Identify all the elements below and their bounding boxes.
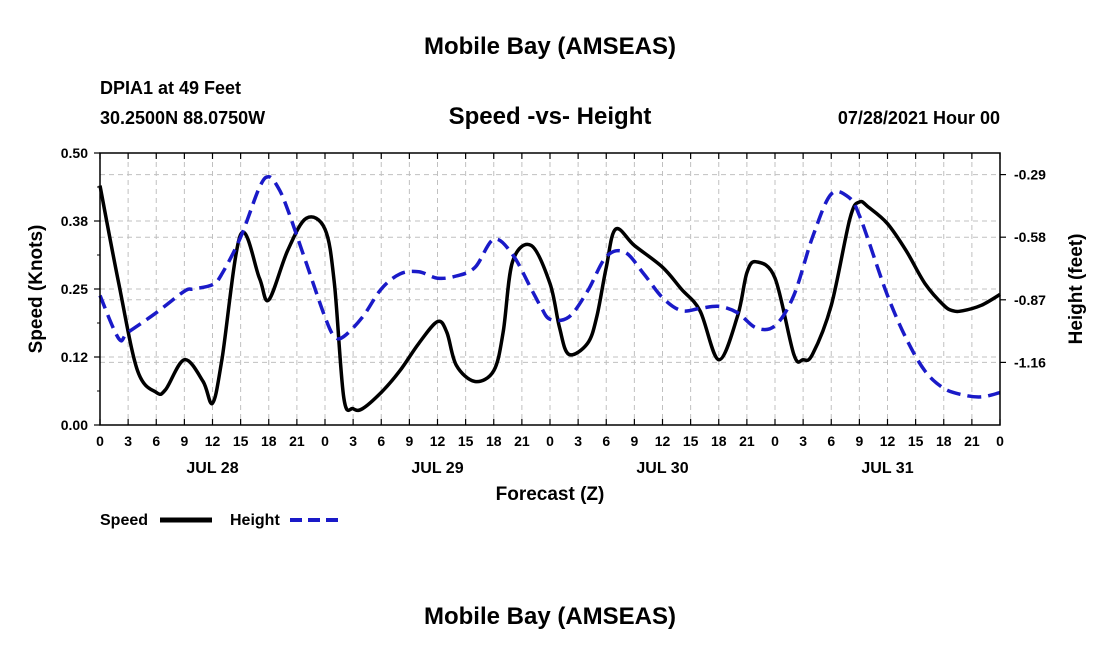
x-tick-label: 18 (711, 433, 727, 449)
x-tick-label: 18 (261, 433, 277, 449)
x-tick-label: 6 (377, 433, 385, 449)
x-tick-label: 15 (458, 433, 474, 449)
x-tick-label: 9 (630, 433, 638, 449)
y-tick-label: 0.12 (61, 349, 88, 365)
x-tick-label: 15 (233, 433, 249, 449)
x-tick-label: 21 (739, 433, 755, 449)
x-tick-label: 12 (655, 433, 671, 449)
y2-axis-label: Height (feet) (1066, 234, 1087, 345)
x-tick-label: 21 (289, 433, 305, 449)
y-axis-label: Speed (Knots) (26, 225, 47, 354)
x-tick-label: 3 (799, 433, 807, 449)
x-axis-label: Forecast (Z) (496, 484, 605, 505)
x-tick-label: 3 (574, 433, 582, 449)
chart-title: Mobile Bay (AMSEAS) (424, 33, 676, 60)
x-tick-label: 6 (152, 433, 160, 449)
x-tick-label: 0 (96, 433, 104, 449)
y-tick-label: 0.38 (61, 213, 88, 229)
chart-subtitle: Speed -vs- Height (449, 103, 652, 130)
day-label: JUL 29 (411, 460, 463, 477)
data-series (98, 174, 1001, 413)
x-tick-label: 18 (486, 433, 502, 449)
footer-title: Mobile Bay (AMSEAS) (424, 603, 676, 630)
x-tick-label: 12 (430, 433, 446, 449)
x-tick-label: 21 (964, 433, 980, 449)
day-label: JUL 31 (861, 460, 913, 477)
x-tick-label: 6 (827, 433, 835, 449)
x-tick-label: 0 (321, 433, 329, 449)
x-tick-label: 0 (996, 433, 1004, 449)
x-tick-label: 9 (405, 433, 413, 449)
day-label: JUL 30 (636, 460, 688, 477)
x-tick-label: 9 (180, 433, 188, 449)
y2-tick-label: -0.58 (1014, 229, 1046, 245)
x-tick-label: 0 (546, 433, 554, 449)
series-line-speed (98, 185, 1001, 413)
axes: 0 3 6 9 12 15 18 21 0 3 6 9 12 15 18 21 0 3 6 9 12 15 18 21 0 3 6 9… (61, 145, 1046, 477)
x-tick-label: 15 (683, 433, 699, 449)
forecast-time-label: 07/28/2021 Hour 00 (838, 108, 1000, 128)
x-tick-label: 12 (880, 433, 896, 449)
grid-lines (100, 153, 1000, 425)
y-tick-label: 0.25 (61, 281, 88, 297)
x-tick-label: 12 (205, 433, 221, 449)
x-tick-label: 0 (771, 433, 779, 449)
legend: Speed Height (100, 512, 342, 529)
legend-height-label: Height (230, 512, 280, 529)
series-line-height (98, 174, 1001, 399)
legend-speed-label: Speed (100, 512, 148, 529)
x-tick-label: 3 (349, 433, 357, 449)
location-label: 30.2500N 88.0750W (100, 108, 265, 128)
y-tick-label: 0.50 (61, 145, 88, 161)
y2-tick-label: -0.87 (1014, 292, 1046, 308)
x-tick-label: 15 (908, 433, 924, 449)
x-tick-label: 3 (124, 433, 132, 449)
y-tick-label: 0.00 (61, 417, 88, 433)
x-tick-label: 6 (602, 433, 610, 449)
station-label: DPIA1 at 49 Feet (100, 78, 241, 98)
day-label: JUL 28 (186, 460, 238, 477)
x-tick-label: 9 (855, 433, 863, 449)
y2-tick-label: -0.29 (1014, 167, 1046, 183)
x-tick-label: 21 (514, 433, 530, 449)
x-tick-label: 18 (936, 433, 952, 449)
y2-tick-label: -1.16 (1014, 354, 1046, 370)
